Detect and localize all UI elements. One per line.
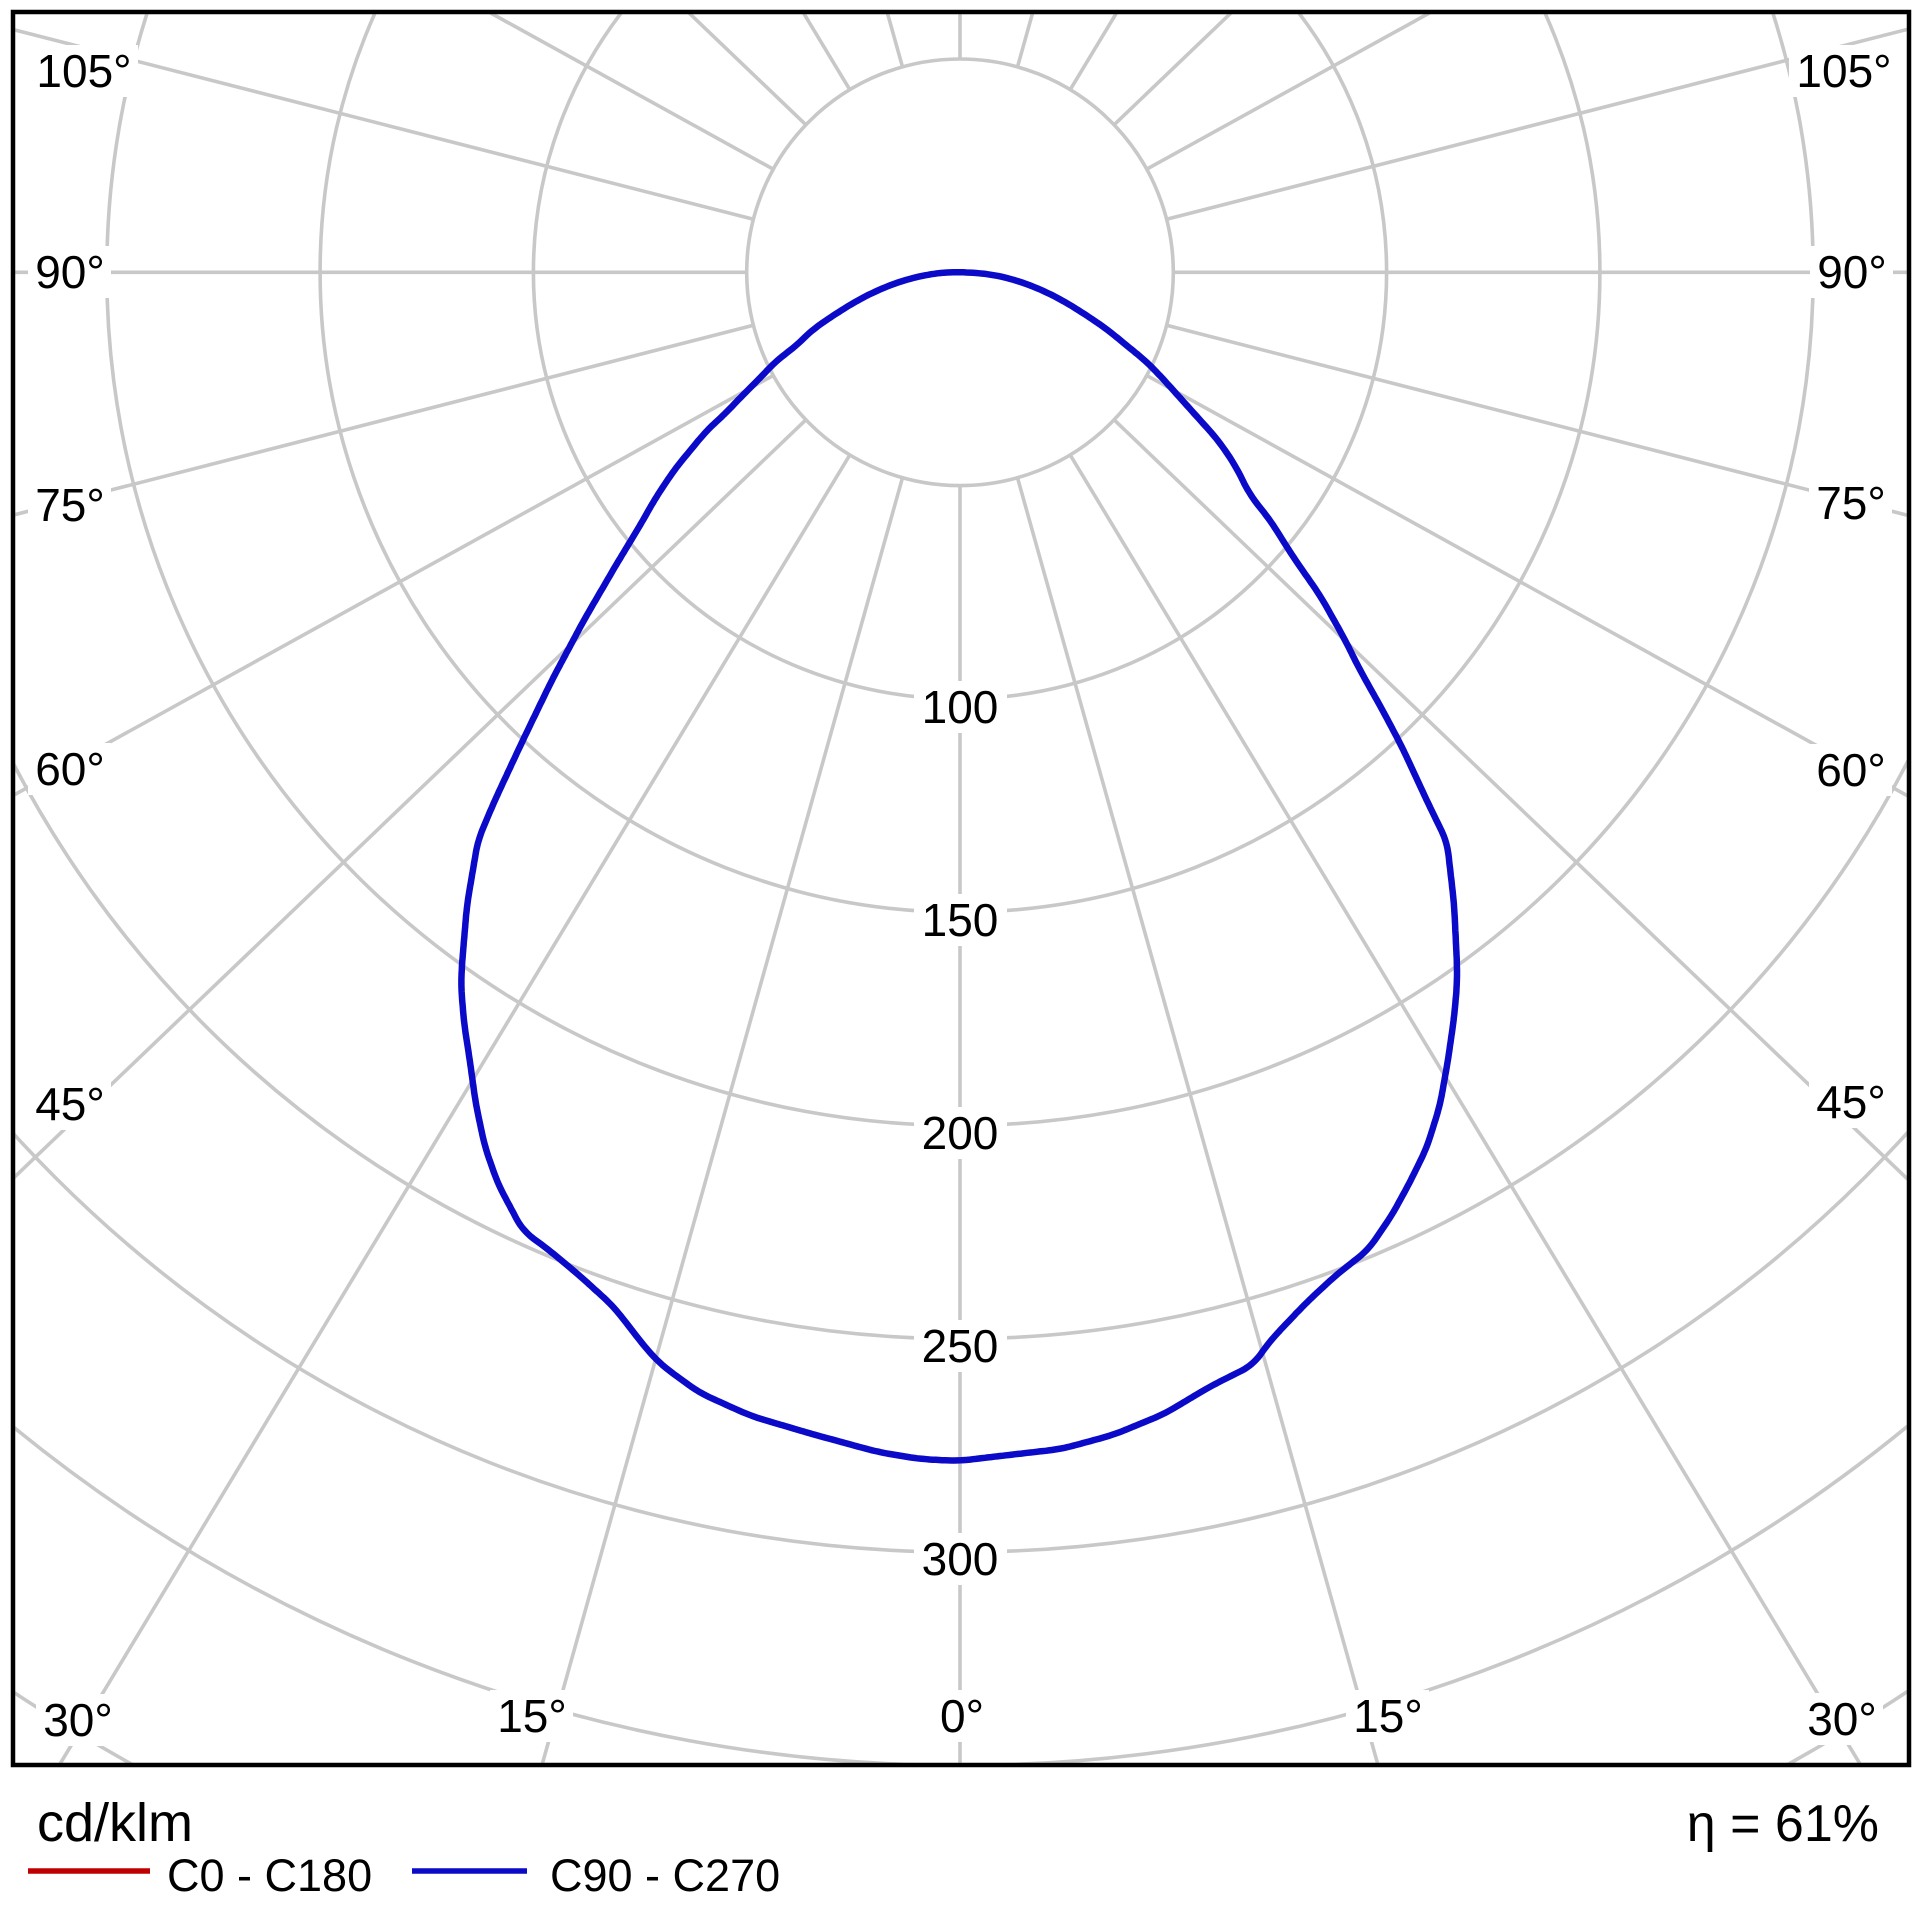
svg-text:60°: 60° bbox=[35, 743, 105, 795]
svg-text:cd/klm: cd/klm bbox=[37, 1793, 193, 1853]
svg-text:105°: 105° bbox=[36, 45, 131, 97]
svg-text:100: 100 bbox=[922, 681, 999, 733]
svg-text:C0 - C180: C0 - C180 bbox=[167, 1850, 372, 1901]
svg-text:105°: 105° bbox=[1796, 45, 1891, 97]
svg-text:15°: 15° bbox=[1353, 1690, 1423, 1742]
svg-text:45°: 45° bbox=[1816, 1076, 1886, 1128]
svg-text:60°: 60° bbox=[1816, 744, 1886, 796]
svg-text:45°: 45° bbox=[35, 1078, 105, 1130]
svg-text:30°: 30° bbox=[1807, 1693, 1877, 1745]
svg-text:75°: 75° bbox=[1816, 477, 1886, 529]
svg-text:15°: 15° bbox=[497, 1690, 567, 1742]
svg-text:90°: 90° bbox=[35, 246, 105, 298]
svg-text:0°: 0° bbox=[940, 1690, 984, 1742]
svg-text:90°: 90° bbox=[1817, 246, 1887, 298]
svg-text:75°: 75° bbox=[35, 479, 105, 531]
svg-text:C90 - C270: C90 - C270 bbox=[550, 1850, 780, 1901]
svg-text:200: 200 bbox=[922, 1107, 999, 1159]
svg-text:250: 250 bbox=[922, 1320, 999, 1372]
svg-text:150: 150 bbox=[922, 894, 999, 946]
svg-text:30°: 30° bbox=[43, 1694, 113, 1746]
svg-text:η = 61%: η = 61% bbox=[1687, 1795, 1879, 1853]
svg-text:300: 300 bbox=[922, 1533, 999, 1585]
